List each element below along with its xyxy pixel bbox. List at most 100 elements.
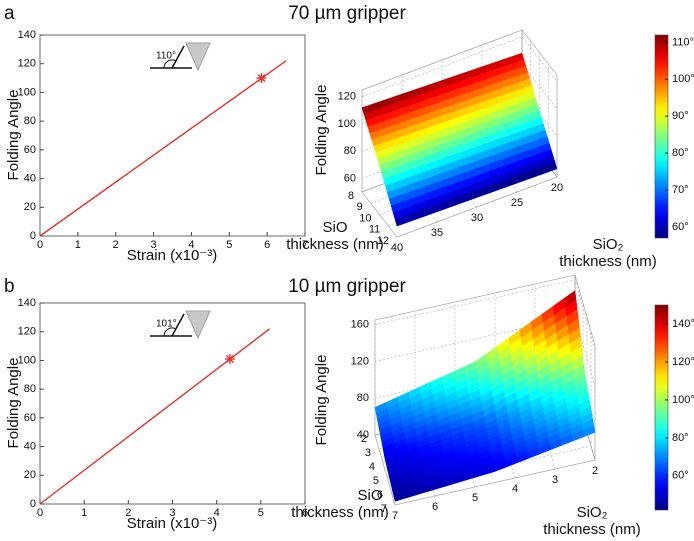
y-tick-label: 6	[432, 501, 438, 513]
y-tick-label: 140	[18, 29, 36, 41]
x-tick-label: 3	[169, 507, 175, 519]
y-tick-label: 0	[30, 230, 36, 242]
angle-arm	[171, 45, 185, 69]
angle-arc	[163, 59, 177, 69]
x-tick-label: 5	[226, 239, 232, 251]
marker-stroke	[225, 354, 234, 363]
plot-frame	[39, 34, 306, 237]
panel-title: 70 µm gripper	[288, 3, 406, 24]
angle-arm	[171, 313, 185, 337]
colorbar-tick-label: 90°	[672, 110, 689, 122]
y-tick-label: 7	[392, 510, 398, 522]
angle-arc	[163, 327, 177, 337]
y-tick-label: 20	[24, 469, 36, 481]
y-tick-label: 3	[552, 474, 558, 486]
y-tick-label: 40	[24, 172, 36, 184]
colorbar-tick-label: 80°	[672, 432, 689, 444]
x-tick-label: 0	[37, 507, 43, 519]
z-tick-label: 160	[351, 319, 369, 331]
x-tick-label: 12	[377, 235, 389, 247]
y-tick-label: 40	[391, 242, 403, 254]
x-axis-label: Strain (x10⁻³)	[127, 247, 217, 264]
x-tick-label: 5	[373, 475, 379, 487]
colorbar-tick-label: 140°	[672, 318, 694, 330]
z-tick-label: 40	[357, 429, 369, 441]
y-tick-label: 0	[30, 498, 36, 510]
x-tick-label: 3	[365, 447, 371, 459]
x-tick-label: 10	[359, 212, 371, 224]
colorbar-tick-label: 80°	[672, 147, 689, 159]
x-tick-label: 1	[81, 507, 87, 519]
z-tick-label: 80	[357, 392, 369, 404]
y-tick-label: 40	[24, 440, 36, 452]
x-tick-label: 8	[348, 190, 354, 202]
z-tick-label: 120	[338, 91, 356, 103]
gripper-icon	[185, 42, 211, 72]
colorbar-tick-label: 120°	[672, 356, 694, 368]
y-axis-label: Folding Angle	[5, 358, 22, 449]
x-tick-label: 3	[151, 239, 157, 251]
colorbar	[654, 34, 669, 239]
y-axis-label: thickness (nm)	[543, 521, 641, 538]
y-axis-label: thickness (nm)	[559, 253, 657, 270]
data-line	[39, 60, 287, 237]
y-tick-label: 25	[511, 197, 523, 209]
x-tick-label: 2	[361, 433, 367, 445]
x-tick-label: 0	[37, 239, 43, 251]
x-tick-label: 4	[188, 239, 194, 251]
x-tick-label: 7	[381, 503, 387, 515]
y-tick-label: 140	[18, 297, 36, 309]
x-tick-label: 7	[302, 239, 308, 251]
marker-stroke	[257, 74, 266, 83]
x-tick-label: 2	[125, 507, 131, 519]
x-axis-label: Strain (x10⁻³)	[127, 515, 217, 532]
x-tick-label: 9	[357, 201, 363, 213]
y-tick-label: 20	[24, 201, 36, 213]
y-tick-label: 20	[551, 182, 563, 194]
gripper-icon	[185, 310, 211, 340]
y-tick-label: 80	[24, 383, 36, 395]
x-tick-label: 4	[369, 461, 375, 473]
z-tick-label: 120	[351, 355, 369, 367]
x-tick-label: 1	[75, 239, 81, 251]
x-tick-label: 4	[214, 507, 220, 519]
x-axis-label: thickness (nm)	[286, 236, 384, 253]
x-tick-label: 6	[264, 239, 270, 251]
colorbar-tick-label: 60°	[672, 221, 689, 233]
x-axis-label: SiO	[322, 219, 347, 236]
z-axis-label: Folding Angle	[313, 355, 330, 446]
grid-line	[361, 90, 398, 238]
y-tick-label: 120	[18, 326, 36, 338]
surface-patch	[394, 215, 407, 227]
y-tick-label: 60	[24, 412, 36, 424]
colorbar-tick-label: 70°	[672, 184, 689, 196]
y-tick-label: 4	[512, 483, 518, 495]
y-tick-label: 2	[592, 465, 598, 477]
x-tick-label: 6	[302, 507, 308, 519]
x-axis-label: thickness (nm)	[291, 504, 389, 521]
panel-label: b	[4, 276, 15, 297]
colorbar-tick-label: 100°	[672, 73, 694, 85]
data-line	[39, 328, 271, 505]
y-axis-label: SiO₂	[593, 236, 624, 253]
y-tick-label: 5	[472, 492, 478, 504]
data-marker	[224, 353, 235, 364]
y-tick-label: 100	[18, 354, 36, 366]
panel-title: 10 µm gripper	[288, 276, 406, 297]
y-tick-label: 100	[18, 86, 36, 98]
panel-label: a	[4, 3, 15, 24]
x-tick-label: 2	[113, 239, 119, 251]
x-tick-label: 11	[369, 224, 380, 236]
z-axis-label: Folding Angle	[313, 85, 330, 176]
y-tick-label: 80	[24, 115, 36, 127]
z-tick-label: 100	[338, 118, 356, 130]
z-tick-label: 60	[344, 172, 356, 184]
y-tick-label: 30	[471, 212, 483, 224]
x-tick-label: 6	[377, 489, 383, 501]
grid-line	[374, 279, 596, 350]
colorbar-tick-label: 110°	[672, 36, 694, 48]
